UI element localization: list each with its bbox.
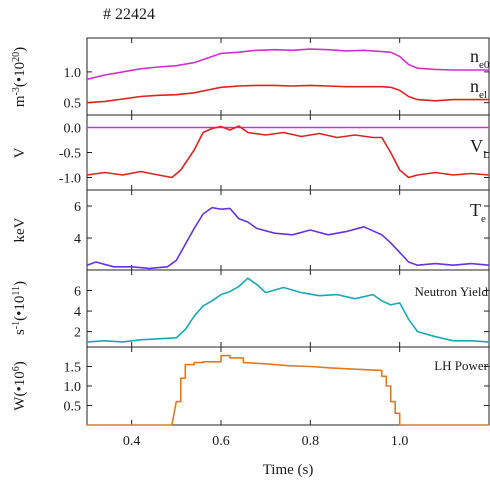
series-label-ne0: ne0 (470, 46, 490, 71)
series-label-lh-power: LH Power (434, 358, 488, 373)
ytick-label-neutron: 2 (74, 326, 81, 341)
ytick-label-te: 6 (74, 200, 81, 215)
ylabel-lh: W(•106) (11, 361, 29, 410)
ytick-label-te: 4 (74, 232, 81, 247)
xtick-label: 1.0 (391, 434, 409, 449)
series-label-neutron-yield: Neutron Yield (414, 284, 488, 299)
xtick-label: 0.4 (123, 434, 141, 449)
series-line-ne0 (86, 48, 489, 81)
ytick-label-vloop: -1.0 (59, 172, 81, 187)
series-label-vloop: VLoop (470, 136, 490, 161)
ytick-label-lh: 1.0 (64, 380, 82, 395)
xtick-label: 0.6 (212, 434, 230, 449)
ytick-label-vloop: -0.5 (59, 147, 81, 162)
ytick-label-neutron: 4 (74, 305, 81, 320)
series-line-te (86, 206, 490, 270)
x-axis-label: Time (s) (263, 462, 314, 478)
ylabel-te: keV (12, 217, 28, 242)
panel-frame-lh (86, 346, 490, 426)
ytick-label-density: 1.0 (64, 66, 82, 81)
series-line-neutron-yield (86, 277, 490, 343)
series-line-vloop (86, 125, 490, 179)
ytick-label-lh: 1.5 (64, 361, 82, 376)
panel-frame-te (86, 189, 490, 271)
ytick-label-neutron: 6 (74, 285, 81, 300)
panel-frame-vloop (86, 114, 490, 191)
ytick-label-lh: 0.5 (64, 400, 82, 415)
shot-number-label: # 22424 (103, 6, 155, 23)
ytick-label-density: 0.5 (64, 97, 82, 112)
ylabel-vloop: V (12, 147, 28, 158)
series-label-nel: nel (470, 76, 487, 101)
series-line-lh-power (87, 354, 489, 426)
ylabel-neutron: s-1(•1011) (11, 281, 29, 335)
xtick-label: 0.8 (302, 434, 320, 449)
series-label-te: Te (470, 200, 486, 225)
ytick-label-vloop: 0.0 (64, 122, 82, 137)
series-line-nel (86, 84, 489, 104)
ylabel-density: m-3(•1020) (11, 47, 29, 107)
